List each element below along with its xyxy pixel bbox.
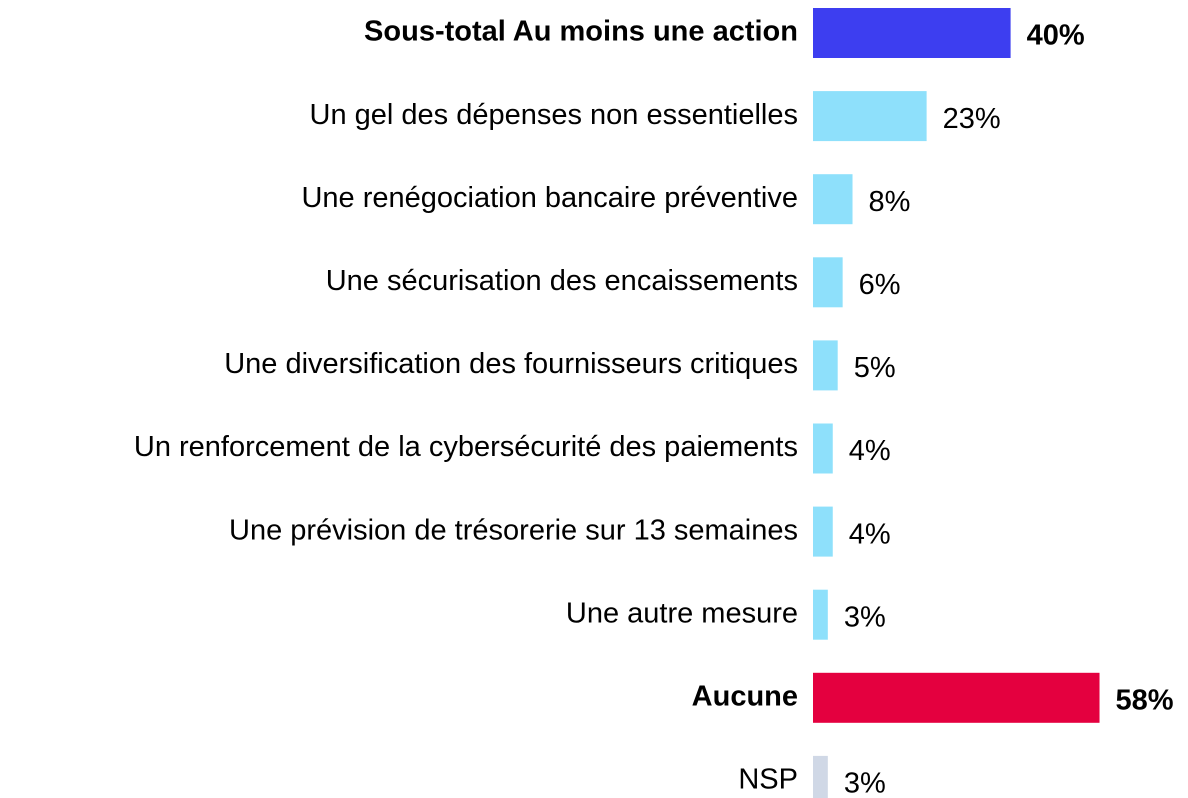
category-label: Une prévision de trésorerie sur 13 semai… — [229, 514, 798, 546]
bar — [813, 589, 828, 640]
category-label: Aucune — [692, 680, 798, 712]
category-label: Une autre mesure — [566, 597, 798, 629]
bar — [813, 91, 927, 142]
bar — [813, 506, 833, 557]
bar — [813, 672, 1100, 723]
value-label: 23% — [943, 103, 1001, 135]
value-label: 5% — [854, 352, 896, 384]
value-label: 40% — [1027, 20, 1085, 52]
category-label: Sous-total Au moins une action — [364, 16, 798, 48]
bar — [813, 8, 1011, 58]
value-label: 3% — [844, 768, 886, 798]
value-label: 6% — [859, 269, 901, 301]
category-label: Un gel des dépenses non essentielles — [310, 99, 799, 131]
category-label: Un renforcement de la cybersécurité des … — [134, 431, 798, 463]
bar — [813, 257, 843, 308]
category-label: Une diversification des fournisseurs cri… — [224, 348, 798, 380]
value-label: 4% — [849, 518, 891, 550]
bar — [813, 174, 853, 225]
category-label: Une sécurisation des encaissements — [326, 265, 798, 297]
bar — [813, 755, 828, 798]
value-label: 8% — [869, 186, 911, 218]
value-label: 3% — [844, 601, 886, 633]
value-label: 4% — [849, 435, 891, 467]
bar — [813, 340, 838, 391]
value-label: 58% — [1116, 684, 1174, 716]
category-label: Une renégociation bancaire préventive — [301, 182, 798, 214]
bar — [813, 423, 833, 474]
category-label: NSP — [738, 764, 798, 796]
